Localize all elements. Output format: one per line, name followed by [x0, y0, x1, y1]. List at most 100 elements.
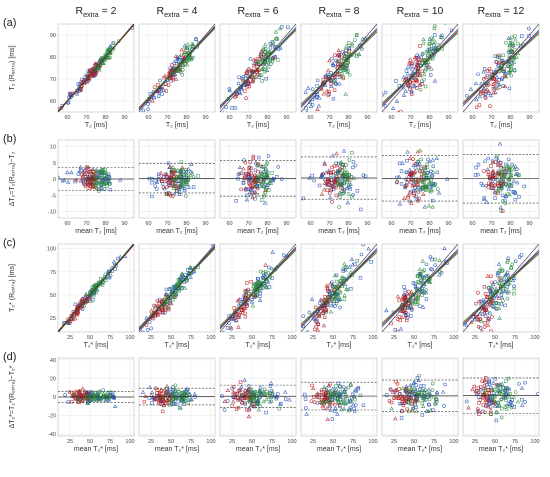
data-point [69, 316, 74, 321]
data-point [494, 418, 499, 423]
data-point [103, 272, 108, 277]
data-point [406, 400, 411, 405]
data-point [350, 194, 354, 199]
data-point [420, 290, 425, 294]
data-point [310, 97, 315, 102]
data-point [520, 34, 524, 38]
data-point [509, 405, 514, 410]
data-point [219, 113, 222, 116]
x-tick-label: 25 [310, 335, 316, 341]
data-point [192, 391, 197, 396]
data-point [474, 301, 478, 306]
data-point [344, 286, 349, 291]
data-point [249, 79, 255, 84]
data-point [339, 59, 344, 63]
data-point [401, 397, 406, 401]
identity-line [220, 244, 296, 332]
data-point [503, 74, 509, 79]
data-point [178, 405, 183, 410]
data-point [335, 169, 340, 173]
data-point [108, 55, 112, 60]
data-point [432, 40, 438, 45]
data-point [414, 56, 419, 60]
data-point [108, 273, 113, 278]
data-point [252, 398, 256, 402]
data-point [480, 379, 484, 384]
data-point [259, 173, 265, 177]
data-point [418, 44, 422, 48]
data-point [150, 194, 154, 199]
data-point [242, 173, 248, 177]
data-point [341, 385, 346, 389]
data-point [63, 393, 67, 397]
data-point [160, 310, 165, 315]
data-point [275, 37, 280, 41]
data-point [232, 315, 237, 320]
data-point [420, 401, 425, 405]
y-axis-title: T₂ (Rₑₓₜᵣₐ) [ms] [9, 45, 16, 90]
point-layer [463, 244, 539, 332]
data-point [180, 68, 185, 72]
point-layer [139, 24, 215, 112]
data-point [378, 8, 381, 11]
identity-line [220, 24, 296, 112]
y-axis-title: ΔT₂=T₂(Rₑₓₜᵣₐ)−T₂ [9, 151, 16, 206]
data-point [422, 77, 426, 82]
data-point [177, 394, 182, 398]
data-point [261, 178, 266, 183]
data-point [321, 309, 326, 314]
x-tick-label: 90 [445, 115, 451, 121]
x-tick-label: 70 [83, 115, 89, 121]
x-tick-label: 100 [125, 439, 134, 445]
data-point [75, 302, 81, 307]
data-point [423, 69, 427, 73]
data-point [334, 193, 339, 198]
data-point [244, 96, 248, 101]
data-point [111, 41, 115, 46]
data-point [116, 256, 120, 261]
data-point [426, 387, 432, 392]
x-tick-label: 90 [364, 115, 370, 121]
data-point [250, 75, 255, 80]
data-point [336, 178, 341, 183]
data-point [389, 406, 394, 411]
data-point [337, 296, 343, 301]
data-point [347, 41, 351, 45]
data-point [479, 385, 483, 389]
data-point [185, 41, 191, 46]
data-point [338, 384, 342, 388]
data-point [430, 198, 435, 203]
data-point [180, 72, 185, 77]
data-point [427, 391, 431, 396]
data-point [527, 34, 531, 38]
x-tick-label: 80 [264, 221, 270, 227]
data-point [183, 46, 188, 51]
data-point [184, 167, 188, 172]
data-point [497, 382, 503, 387]
column-title-value: = 10 [420, 5, 444, 17]
data-point [73, 302, 77, 307]
data-point [483, 74, 488, 79]
data-point [384, 308, 389, 313]
data-point [493, 196, 497, 200]
data-point [260, 275, 265, 280]
data-point [182, 402, 187, 406]
data-point [424, 164, 430, 169]
data-point [317, 313, 322, 318]
data-point [423, 289, 429, 294]
data-point [79, 88, 83, 92]
x-tick-label: 70 [407, 115, 413, 121]
data-point [334, 161, 338, 166]
data-point [334, 151, 339, 156]
data-point [278, 402, 283, 406]
x-tick-label: 60 [226, 221, 232, 227]
data-point [411, 84, 416, 89]
x-tick-label: 75 [188, 439, 194, 445]
data-point [88, 68, 92, 73]
data-point [108, 269, 112, 274]
data-point [513, 390, 518, 394]
data-point [409, 306, 414, 311]
